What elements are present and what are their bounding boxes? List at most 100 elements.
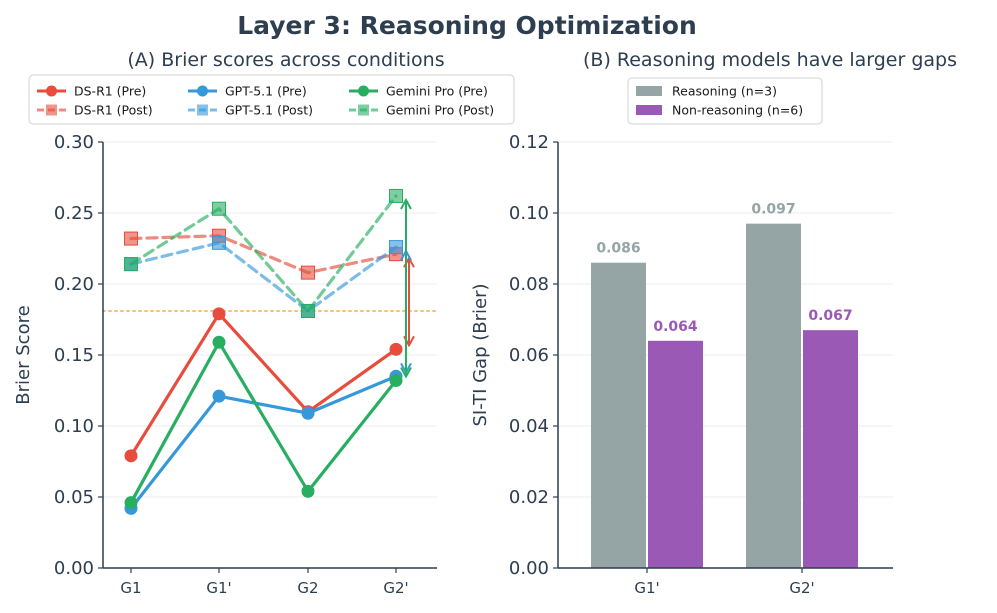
data-point-ds-r1-pre	[389, 342, 403, 356]
bar-value-label: 0.067	[808, 308, 852, 324]
legend-swatch	[636, 105, 662, 115]
panel-a-xtick-label: G1'	[206, 579, 231, 597]
panel-b-bars	[591, 223, 858, 568]
panel-a-ytick-label: 0.15	[54, 345, 94, 366]
gap-arrow-head-bottom	[400, 367, 412, 379]
bar-reasoning-n-3-g1	[591, 262, 646, 568]
panel-b-ytick-label: 0.12	[509, 132, 549, 153]
series-gpt-5-1-post	[124, 235, 403, 318]
panel-a-y-ticks: 0.00 0.05 0.10 0.15 0.20 0.25 0.30	[54, 132, 103, 579]
legend-label: DS-R1 (Post)	[74, 103, 153, 118]
panel-a-gap-arrows	[400, 197, 415, 379]
series-line-gpt-5-1-pre	[129, 374, 398, 510]
legend-entry-non-reasoning-n-6: Non-reasoning (n=6)	[636, 103, 803, 118]
legend-entry-gpt-5-1-post: GPT-5.1 (Post)	[188, 103, 313, 118]
data-point-gemini-pro-pre	[389, 374, 403, 388]
panel-b-bar-chart: (B) Reasoning models have larger gaps SI…	[470, 49, 957, 597]
data-point-ds-r1-pre	[212, 307, 226, 321]
series-gpt-5-1-pre	[124, 369, 403, 515]
data-point-ds-r1-post	[301, 265, 315, 280]
series-line-gemini-pro-pre	[129, 340, 398, 505]
panel-a-ytick-label: 0.10	[54, 416, 94, 437]
panel-a-title: (A) Brier scores across conditions	[127, 49, 444, 71]
data-point-gemini-pro-post	[212, 201, 226, 216]
legend-entry-gemini-pro-post: Gemini Pro (Post)	[349, 103, 494, 118]
panel-a-ytick-label: 0.05	[54, 487, 94, 508]
panel-b-xtick-label: G2'	[789, 579, 814, 597]
bar-non-reasoning-n-6-g2	[803, 330, 858, 568]
panel-b-ytick-label: 0.02	[509, 487, 549, 508]
panel-a-ytick-label: 0.25	[54, 203, 94, 224]
data-point-gemini-pro-pre	[301, 484, 315, 498]
panel-a-ytick-label: 0.30	[54, 132, 94, 153]
legend-marker	[197, 104, 208, 116]
data-point-ds-r1-post	[124, 231, 138, 246]
panel-a-ylabel: Brier Score	[13, 305, 34, 404]
panel-a-line-chart: (A) Brier scores across conditions Brier…	[13, 49, 515, 597]
panel-b-ylabel: SI-TI Gap (Brier)	[470, 284, 491, 427]
panel-b-ytick-label: 0.00	[509, 558, 549, 579]
data-point-ds-r1-pre	[124, 449, 138, 463]
panel-b-title: (B) Reasoning models have larger gaps	[583, 49, 957, 71]
legend-marker	[358, 85, 369, 97]
bar-non-reasoning-n-6-g1	[648, 340, 703, 568]
panel-b-ytick-label: 0.06	[509, 345, 549, 366]
legend-marker	[46, 85, 57, 97]
series-gemini-pro-pre	[124, 335, 403, 510]
bar-value-label: 0.097	[751, 202, 795, 218]
legend-label: GPT-5.1 (Pre)	[225, 84, 307, 99]
legend-entry-ds-r1-post: DS-R1 (Post)	[37, 103, 153, 118]
panel-b-value-labels: 0.086 0.097 0.064 0.067	[596, 202, 852, 335]
legend-swatch	[636, 86, 662, 96]
data-point-gemini-pro-post	[301, 303, 315, 318]
legend-label: Non-reasoning (n=6)	[672, 103, 803, 118]
panel-a-series-group	[124, 188, 403, 515]
panel-b-xtick-label: G1'	[634, 579, 659, 597]
panel-a-ytick-label: 0.20	[54, 274, 94, 295]
legend-label: GPT-5.1 (Post)	[225, 103, 313, 118]
data-point-gemini-pro-post	[124, 257, 138, 272]
legend-label: DS-R1 (Pre)	[74, 84, 146, 99]
series-line-gpt-5-1-post	[129, 241, 398, 313]
data-point-gpt-5-1-pre	[212, 389, 226, 403]
bar-value-label: 0.086	[596, 241, 640, 257]
panel-b-legend: Reasoning (n=3) Non-reasoning (n=6)	[627, 77, 823, 125]
series-line-ds-r1-post	[129, 234, 398, 275]
panel-b-ytick-label: 0.10	[509, 203, 549, 224]
legend-label: Gemini Pro (Pre)	[386, 84, 488, 99]
panel-a-xtick-label: G2'	[383, 579, 408, 597]
panel-a-xtick-label: G1	[120, 579, 141, 597]
panel-b-x-ticks: G1' G2'	[634, 568, 815, 597]
legend-marker	[46, 104, 57, 116]
gap-arrow-gemini-pro-pre	[400, 197, 412, 379]
figure-title: Layer 3: Reasoning Optimization	[237, 11, 697, 40]
panel-a-legend: DS-R1 (Pre) DS-R1 (Post) GPT-5.1 (Pre) GPT-…	[28, 74, 515, 125]
series-gemini-pro-post	[124, 188, 403, 318]
legend-label: Gemini Pro (Post)	[386, 103, 494, 118]
panel-b-y-ticks: 0.00 0.02 0.04 0.06 0.08 0.10 0.12	[509, 132, 558, 579]
data-point-gemini-pro-post	[389, 188, 403, 203]
data-point-gemini-pro-pre	[212, 335, 226, 349]
legend-entry-ds-r1-pre: DS-R1 (Pre)	[37, 84, 146, 99]
bar-reasoning-n-3-g2	[746, 223, 801, 568]
gap-arrow-head-top	[400, 197, 412, 210]
data-point-gpt-5-1-post	[389, 240, 403, 255]
panel-b-ytick-label: 0.08	[509, 274, 549, 295]
legend-entry-gemini-pro-pre: Gemini Pro (Pre)	[349, 84, 488, 99]
panel-a-ytick-label: 0.00	[54, 558, 94, 579]
series-line-ds-r1-pre	[129, 312, 398, 458]
legend-label: Reasoning (n=3)	[672, 84, 777, 99]
panel-b-legend-box	[627, 77, 823, 125]
legend-entry-reasoning-n-3: Reasoning (n=3)	[636, 84, 777, 99]
legend-marker	[197, 85, 208, 97]
data-point-gemini-pro-pre	[124, 496, 138, 510]
panel-a-legend-box	[28, 74, 515, 125]
panel-a-xtick-label: G2	[297, 579, 318, 597]
legend-marker	[358, 104, 369, 116]
bar-value-label: 0.064	[653, 319, 698, 335]
panel-b-ytick-label: 0.04	[509, 416, 549, 437]
data-point-gpt-5-1-post	[212, 235, 226, 250]
data-point-gpt-5-1-pre	[301, 406, 315, 420]
series-line-gemini-pro-post	[129, 194, 398, 313]
